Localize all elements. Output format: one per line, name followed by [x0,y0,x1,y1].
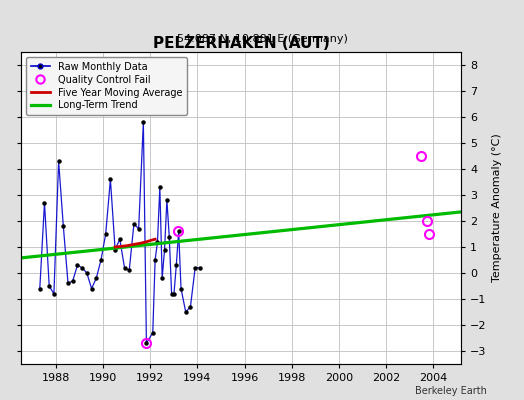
Title: PELZERHAKEN (AUT): PELZERHAKEN (AUT) [152,36,330,51]
Legend: Raw Monthly Data, Quality Control Fail, Five Year Moving Average, Long-Term Tren: Raw Monthly Data, Quality Control Fail, … [26,57,187,115]
Text: Berkeley Earth: Berkeley Earth [416,386,487,396]
Text: 54.087 N, 10.881 E (Germany): 54.087 N, 10.881 E (Germany) [177,34,347,44]
Y-axis label: Temperature Anomaly (°C): Temperature Anomaly (°C) [492,134,502,282]
